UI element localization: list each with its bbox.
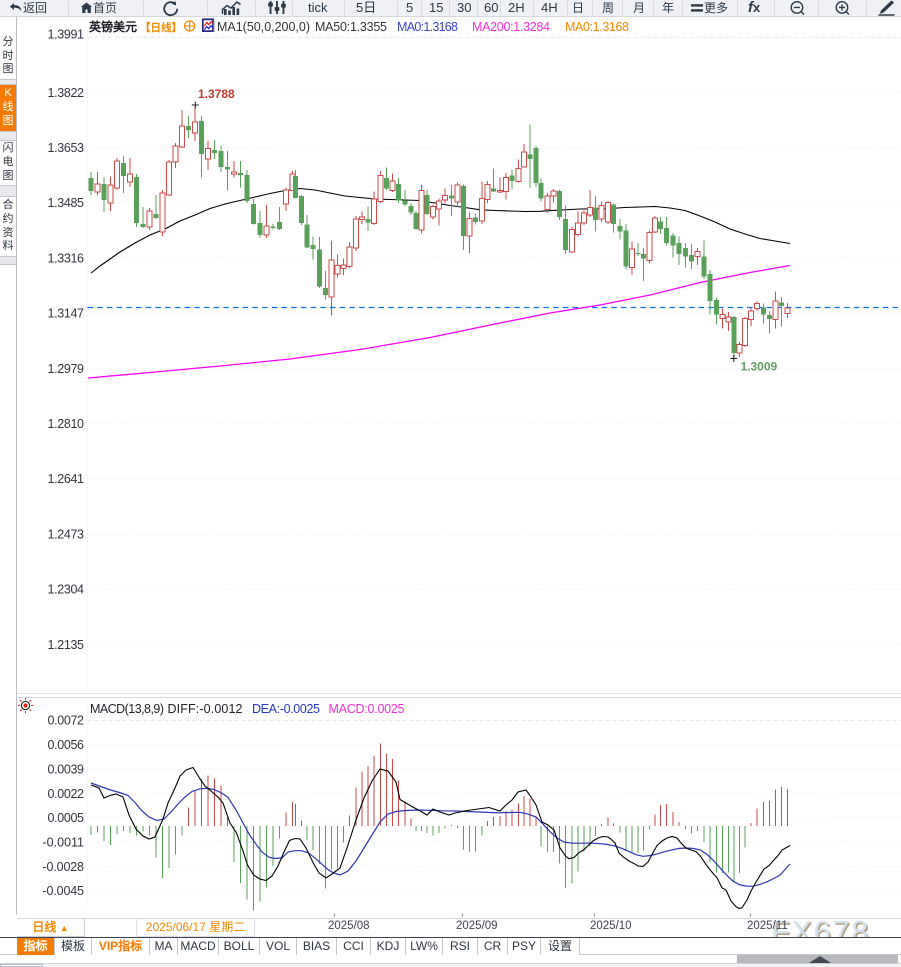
svg-text:0.0039: 0.0039 <box>48 762 85 776</box>
svg-text:DEA:-0.0025: DEA:-0.0025 <box>252 702 320 716</box>
svg-text:1.2810: 1.2810 <box>48 417 85 431</box>
svg-text:1.3653: 1.3653 <box>48 141 85 155</box>
svg-text:-0.0011: -0.0011 <box>43 836 85 850</box>
svg-text:1.3316: 1.3316 <box>48 251 85 265</box>
svg-text:MA1(50,0,200,0): MA1(50,0,200,0) <box>217 20 310 34</box>
svg-text:MA50:1.3355: MA50:1.3355 <box>315 20 387 34</box>
svg-text:0.0072: 0.0072 <box>48 714 85 728</box>
svg-text:1.2304: 1.2304 <box>48 583 85 597</box>
svg-text:0.0022: 0.0022 <box>48 787 85 801</box>
svg-text:1.3009: 1.3009 <box>741 360 778 374</box>
svg-text:1.3822: 1.3822 <box>48 86 85 100</box>
svg-text:0.0005: 0.0005 <box>48 811 85 825</box>
svg-text:【日线】: 【日线】 <box>140 21 182 34</box>
svg-text:MA200:1.3284: MA200:1.3284 <box>472 20 550 34</box>
svg-text:1.2473: 1.2473 <box>48 527 85 541</box>
svg-text:1.2979: 1.2979 <box>48 362 85 376</box>
svg-text:MA0:1.3168: MA0:1.3168 <box>565 20 629 34</box>
svg-text:DIFF:-0.0012: DIFF:-0.0012 <box>168 702 243 716</box>
svg-text:1.3788: 1.3788 <box>198 87 235 101</box>
svg-text:0.0056: 0.0056 <box>48 738 85 752</box>
svg-text:1.3991: 1.3991 <box>48 27 85 41</box>
svg-text:1.3485: 1.3485 <box>48 196 85 210</box>
svg-text:1.2641: 1.2641 <box>48 472 85 486</box>
svg-text:-0.0045: -0.0045 <box>43 884 85 898</box>
svg-text:MACD(13,8,9): MACD(13,8,9) <box>90 702 164 716</box>
svg-text:MA0:1.3168: MA0:1.3168 <box>397 20 458 34</box>
svg-text:1.2135: 1.2135 <box>48 638 85 652</box>
svg-text:-0.0028: -0.0028 <box>43 860 85 874</box>
svg-text:英镑美元: 英镑美元 <box>89 19 137 34</box>
svg-text:1.3147: 1.3147 <box>48 307 85 321</box>
svg-text:MACD:0.0025: MACD:0.0025 <box>329 702 405 716</box>
